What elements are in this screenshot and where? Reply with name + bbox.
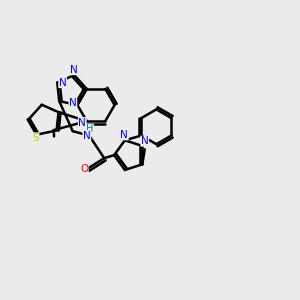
Text: N: N [59,78,67,88]
Text: N: N [120,130,128,140]
Text: N: N [78,118,86,128]
Text: N: N [70,65,78,75]
Text: S: S [32,133,39,143]
Text: N: N [83,130,91,141]
Text: H: H [86,124,94,134]
Text: N: N [141,136,148,146]
Text: O: O [80,164,88,174]
Text: N: N [69,98,77,109]
